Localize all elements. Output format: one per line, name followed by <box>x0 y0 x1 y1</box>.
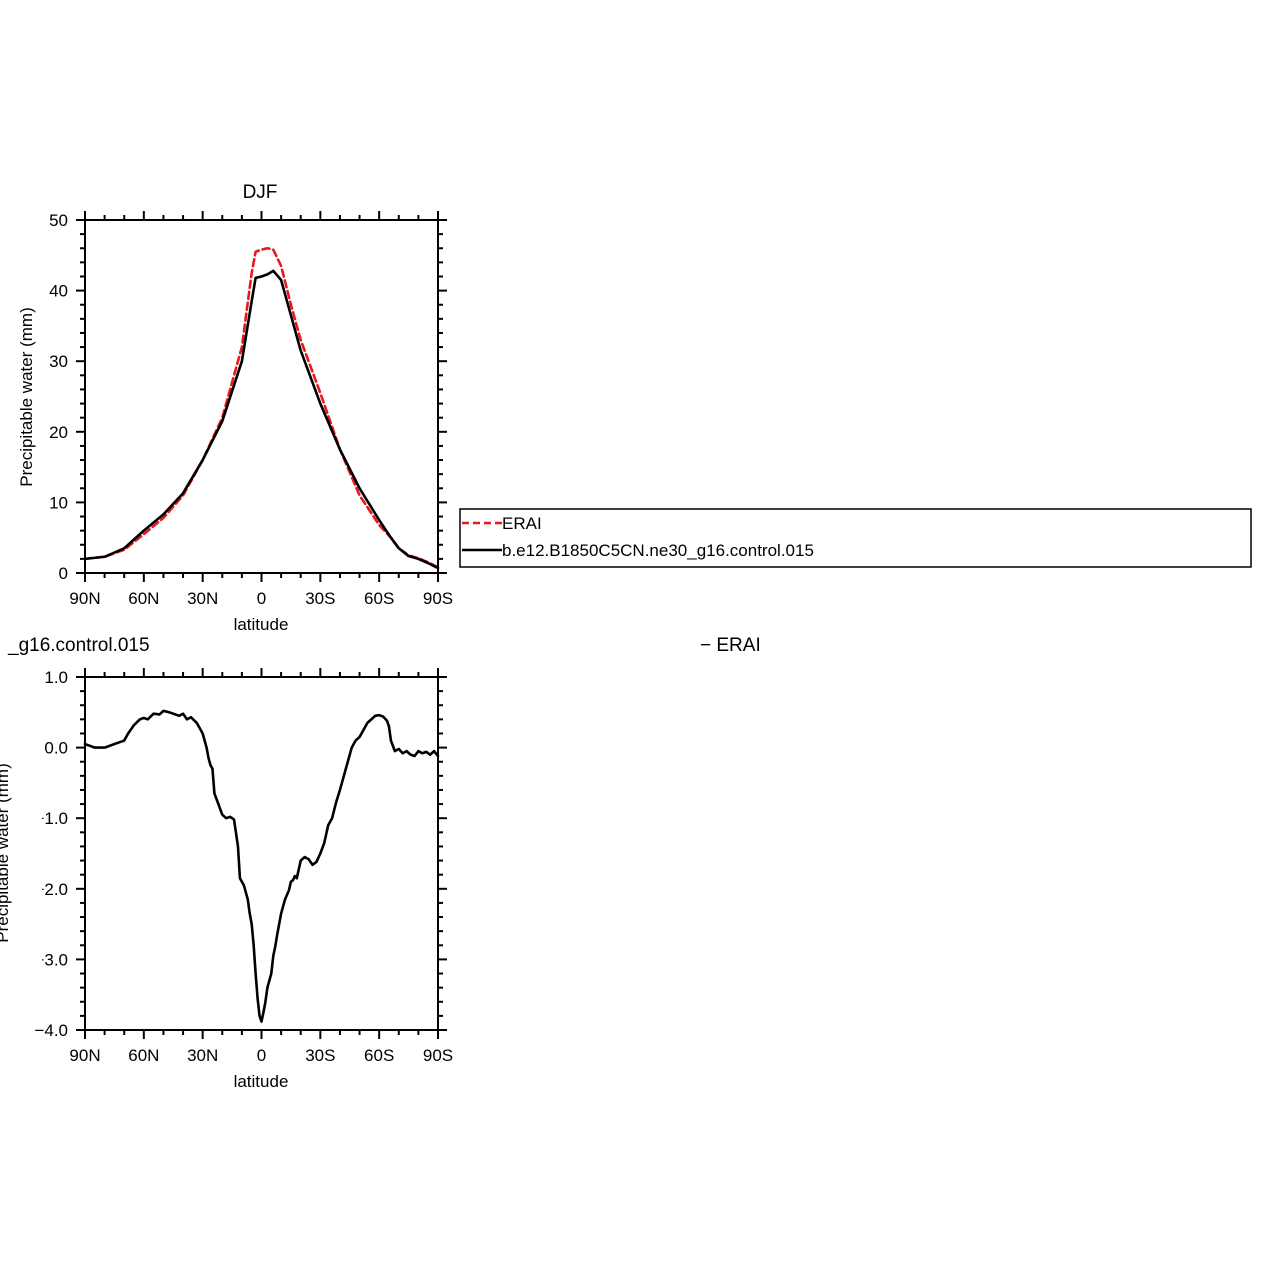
legend: ERAI b.e12.B1850C5CN.ne30_g16.control.01… <box>459 508 1252 568</box>
bottom-y-tick-label: −1.0 <box>34 809 68 828</box>
bottom-series-group <box>83 709 440 1023</box>
top-y-tick-label: 10 <box>49 493 68 512</box>
top-chart-title: DJF <box>243 182 278 203</box>
top-series-group <box>83 246 440 570</box>
top-x-tick-label: 0 <box>257 589 266 608</box>
bottom-x-tick-label: 0 <box>257 1046 266 1065</box>
bottom-ylabel-mask-inner <box>12 740 13 741</box>
bottom-y-axis-title: Precipitable water (mm) <box>0 763 12 943</box>
top-x-tick-label: 90S <box>423 589 453 608</box>
top-x-tick-label: 30S <box>305 589 335 608</box>
top-y-axis-title: Precipitable water (mm) <box>17 307 36 487</box>
top-ticks-group: 90N 60N 30N 0 30S 60S 90S 0 10 20 30 40 50 <box>49 211 453 608</box>
legend-label-model: b.e12.B1850C5CN.ne30_g16.control.015 <box>502 541 814 560</box>
top-series-line-0 <box>83 246 440 569</box>
bottom-y-tick-label: −4.0 <box>34 1021 68 1040</box>
bottom-chart-title-right: − ERAI <box>700 635 761 656</box>
bottom-chart-title-left: _g16.control.015 <box>7 635 150 656</box>
bottom-series-line-0 <box>83 709 440 1023</box>
bottom-y-tick-label: 0.0 <box>44 739 68 758</box>
top-x-tick-label: 60S <box>364 589 394 608</box>
bottom-x-tick-label: 30N <box>187 1046 218 1065</box>
legend-box <box>459 508 1252 568</box>
bottom-x-tick-label: 60N <box>128 1046 159 1065</box>
bottom-x-tick-label: 60S <box>364 1046 394 1065</box>
legend-label-erai: ERAI <box>502 514 542 533</box>
top-x-tick-label: 30N <box>187 589 218 608</box>
bottom-x-tick-label: 90S <box>423 1046 453 1065</box>
top-y-tick-label: 30 <box>49 352 68 371</box>
top-y-tick-label: 20 <box>49 423 68 442</box>
bottom-y-tick-label: −2.0 <box>34 880 68 899</box>
top-x-tick-label: 60N <box>128 589 159 608</box>
bottom-x-axis-title: latitude <box>234 1072 289 1091</box>
top-y-tick-label: 50 <box>49 211 68 230</box>
top-x-tick-label: 90N <box>69 589 100 608</box>
top-y-tick-label: 0 <box>59 564 68 583</box>
bottom-y-tick-label: −3.0 <box>34 950 68 969</box>
bottom-ylabel-mask <box>20 740 42 970</box>
top-panel: DJF Precipitable water (mm) latitude 90N… <box>17 182 453 634</box>
bottom-x-tick-label: 90N <box>69 1046 100 1065</box>
top-x-axis-title: latitude <box>234 615 289 634</box>
top-plot-frame <box>84 219 439 574</box>
top-y-tick-label: 40 <box>49 282 68 301</box>
bottom-x-tick-label: 30S <box>305 1046 335 1065</box>
bottom-y-tick-label: 1.0 <box>44 668 68 687</box>
bottom-plot-frame <box>84 676 439 1031</box>
top-series-line-1 <box>83 269 440 570</box>
bottom-panel: _g16.control.015 − ERAI latitude 90N 60N 3… <box>0 635 761 1091</box>
